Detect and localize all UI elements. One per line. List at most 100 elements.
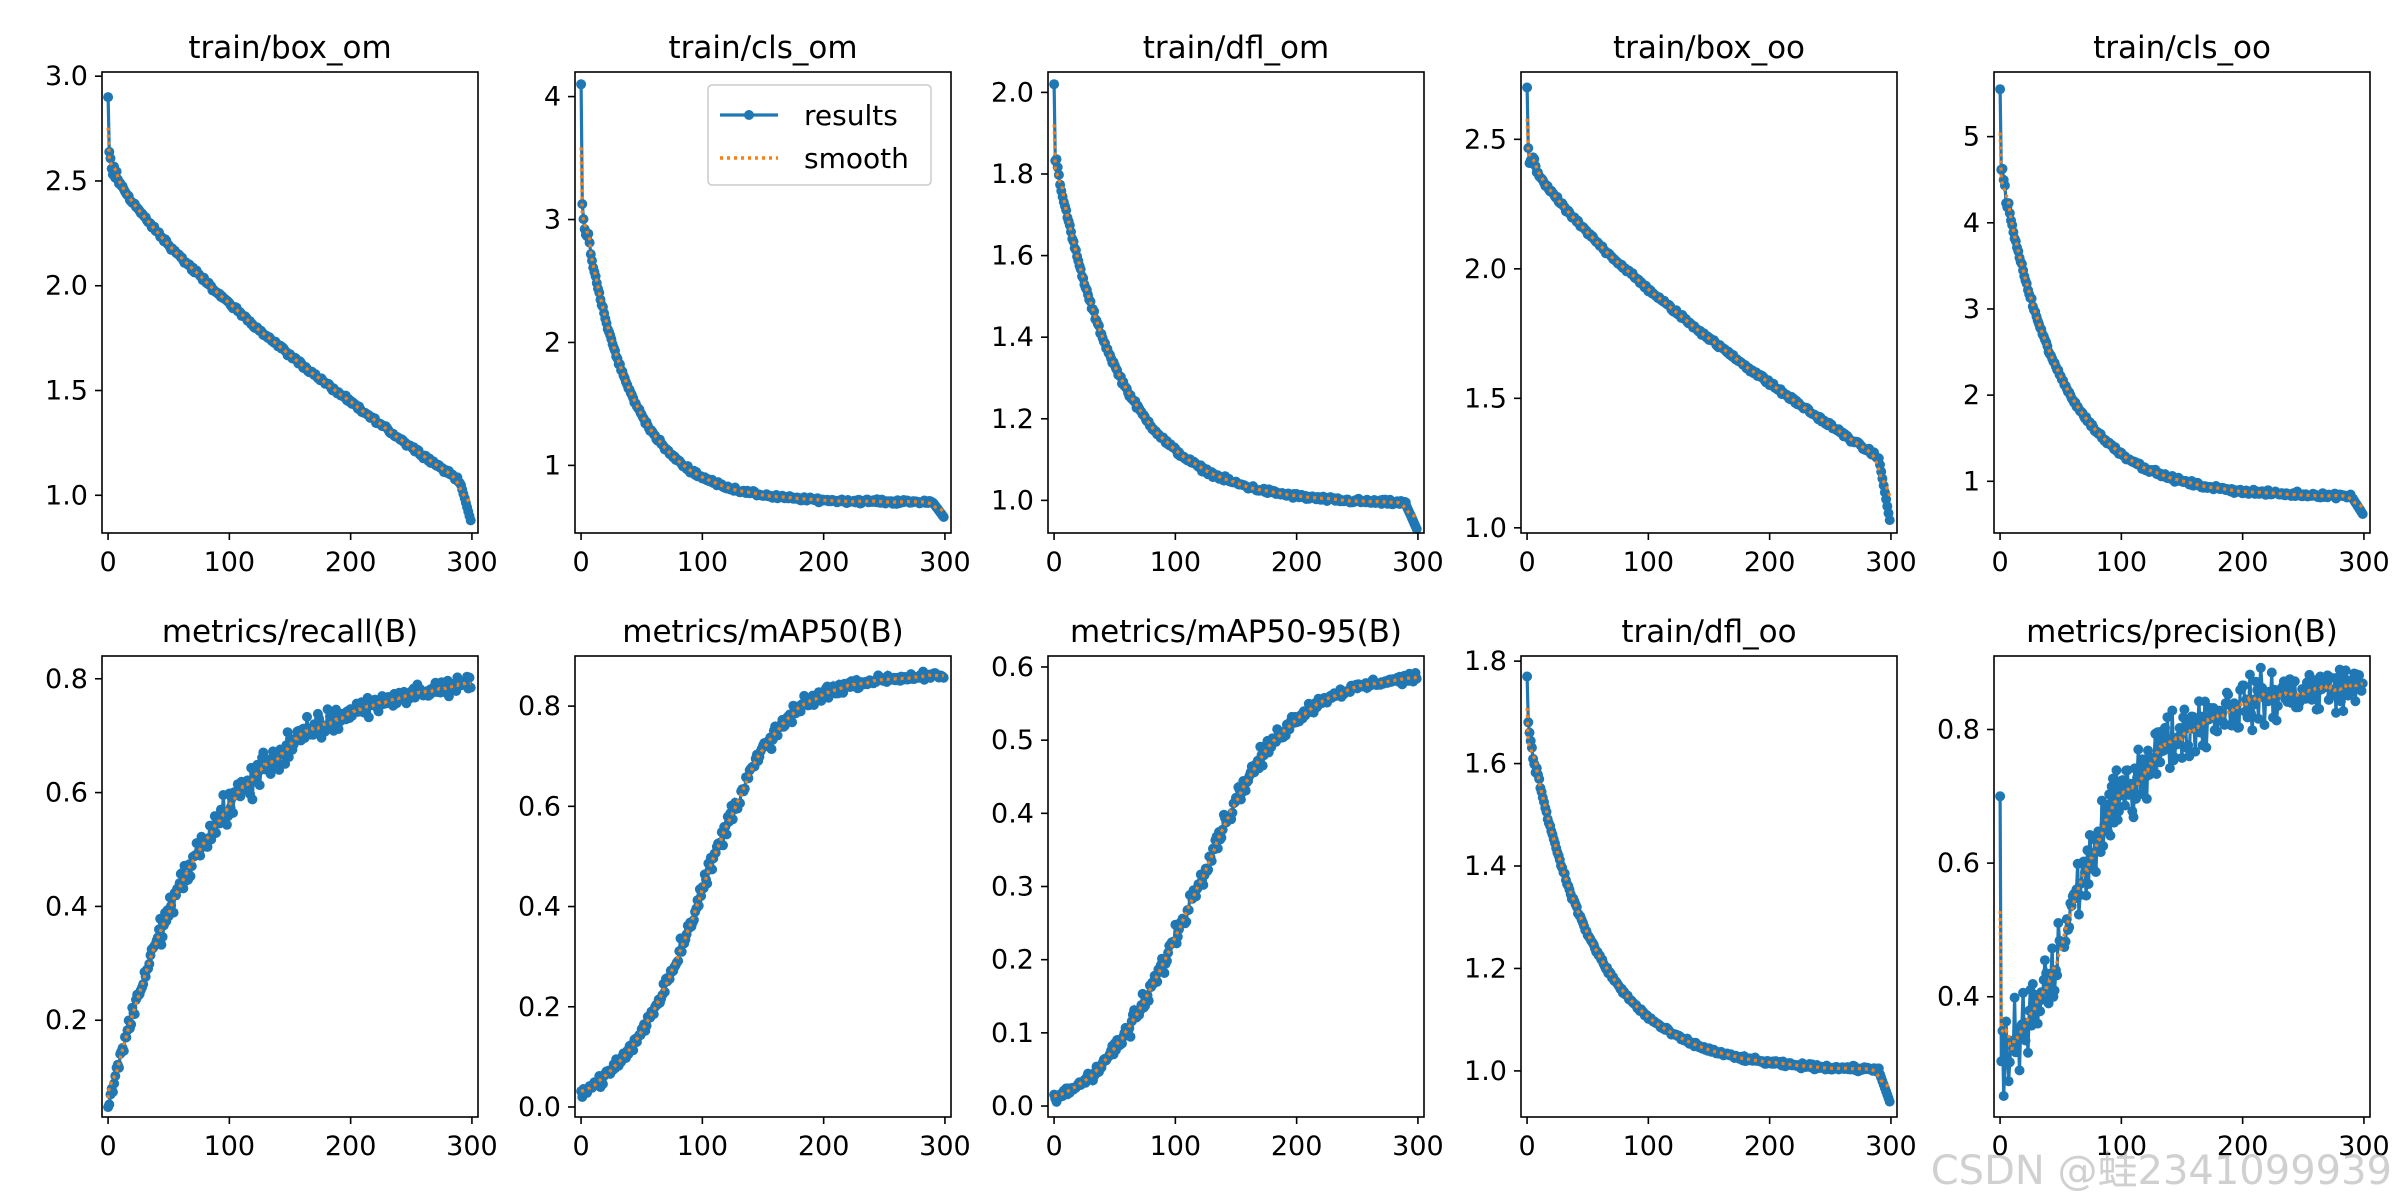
results-point [373, 706, 384, 717]
y-tick-label: 0.6 [991, 652, 1034, 683]
results-point [2190, 746, 2201, 757]
subplot-title: metrics/precision(B) [2026, 614, 2338, 650]
results-point [1227, 807, 1238, 818]
y-tick-label: 0.8 [518, 691, 561, 722]
results-point [2143, 745, 2153, 756]
y-tick-label: 2.0 [991, 77, 1034, 108]
y-tick-label: 0.4 [1937, 982, 1980, 1013]
results-point [2027, 979, 2038, 989]
results-point [2246, 708, 2257, 719]
results-point [1411, 523, 1422, 534]
x-tick-label: 100 [2096, 1131, 2148, 1162]
x-tick-label: 300 [446, 1131, 498, 1162]
legend-box [707, 84, 932, 186]
subplot-title: train/box_oo [1613, 30, 1805, 66]
results-point [1522, 82, 1533, 93]
results-point [2010, 1047, 2021, 1058]
results-point [2003, 1076, 2014, 1087]
results-point [2271, 715, 2282, 726]
results-point [1998, 1091, 2009, 1101]
results-point [1995, 791, 2006, 802]
y-tick-label: 1 [544, 450, 561, 481]
subplot-title: train/cls_oo [2093, 30, 2271, 66]
results-point [2100, 799, 2111, 810]
x-tick-label: 300 [2338, 547, 2390, 578]
x-tick-label: 0 [1045, 547, 1062, 578]
y-tick-label: 4 [544, 82, 561, 113]
results-point [2270, 692, 2281, 703]
y-tick-label: 5 [1963, 122, 1980, 153]
plot-area [1049, 79, 1422, 534]
results-point [2047, 943, 2058, 954]
subplot-title: train/dfl_oo [1621, 614, 1796, 650]
x-tick-label: 200 [1744, 1131, 1796, 1162]
plot-area [576, 666, 949, 1102]
results-point [254, 780, 265, 791]
legend-results-marker [744, 110, 754, 120]
plot-area [103, 92, 476, 526]
y-tick-label: 1.0 [991, 485, 1034, 516]
results-point [2049, 985, 2060, 996]
x-tick-label: 100 [1150, 1131, 1202, 1162]
results-point [2032, 1018, 2043, 1029]
results-point [576, 79, 587, 90]
y-tick-label: 2.5 [45, 166, 88, 197]
x-tick-label: 300 [1392, 547, 1444, 578]
x-tick-label: 300 [919, 1131, 971, 1162]
x-tick-label: 0 [572, 547, 589, 578]
results-point [1159, 968, 1170, 978]
results-point [283, 752, 294, 763]
smooth-line [1053, 675, 1417, 1098]
results-point [938, 672, 949, 683]
smooth-line [580, 673, 945, 1093]
results-point [211, 828, 221, 838]
results-point [1995, 84, 2006, 95]
results-point [2164, 763, 2175, 774]
results-point [2004, 1057, 2015, 1068]
x-tick-label: 300 [1865, 1131, 1917, 1162]
results-point [1181, 916, 1192, 927]
results-point [2229, 698, 2240, 709]
results-point [333, 724, 344, 734]
results-point [2167, 705, 2178, 716]
y-tick-label: 0.4 [518, 892, 561, 923]
x-tick-label: 0 [99, 547, 116, 578]
x-tick-label: 100 [1623, 547, 1675, 578]
results-point [2053, 918, 2064, 928]
results-point [2035, 1006, 2046, 1017]
results-point [2289, 676, 2300, 687]
plot-area [1522, 82, 1895, 526]
results-point [2249, 699, 2260, 710]
results-point [247, 794, 258, 805]
results-point [1884, 515, 1895, 526]
smooth-line [1052, 124, 1418, 521]
x-tick-label: 0 [1518, 1131, 1535, 1162]
subplot-3: train/box_oo 0 100 200 300 1.0 1.5 2.0 2.5 [1464, 30, 1917, 578]
y-tick-label: 1.6 [991, 241, 1034, 272]
results-point [2112, 814, 2123, 825]
results-point [2335, 696, 2346, 707]
results-point [265, 769, 276, 779]
results-point [2332, 672, 2343, 683]
smooth-line [1998, 132, 2364, 509]
y-tick-label: 4 [1963, 208, 1980, 239]
axes-frame [101, 71, 479, 534]
results-point [2106, 781, 2117, 792]
y-tick-label: 1.0 [1464, 1056, 1507, 1087]
results-point [465, 515, 476, 526]
results-point [583, 228, 594, 239]
x-tick-label: 200 [1744, 547, 1796, 578]
results-point [2244, 669, 2255, 680]
y-tick-label: 2.0 [1464, 254, 1507, 285]
subplot-7: metrics/mAP50-95(B) 0 100 200 300 0.0 0.1 0.2 0.… [991, 614, 1444, 1162]
results-point [2231, 706, 2242, 717]
results-point [2111, 765, 2122, 776]
y-tick-label: 1.0 [1464, 513, 1507, 544]
results-point [2060, 936, 2071, 947]
results-point [168, 907, 179, 918]
results-point [2306, 694, 2317, 705]
subplot-title: metrics/recall(B) [162, 614, 418, 650]
results-point [2179, 704, 2190, 715]
results-point [2014, 1065, 2025, 1076]
x-tick-label: 200 [325, 547, 377, 578]
